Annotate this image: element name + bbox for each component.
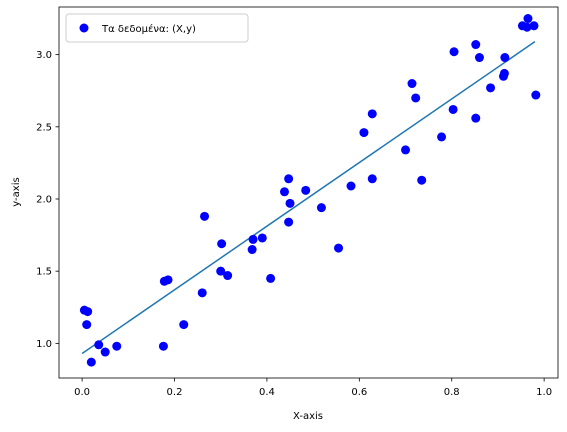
data-point — [401, 145, 411, 155]
data-point — [86, 357, 96, 367]
x-ticks: 0.0 0.2 0.4 0.6 0.8 1.0 — [74, 378, 552, 398]
data-point — [284, 174, 294, 184]
data-point — [529, 21, 539, 31]
y-tick-label: 2.0 — [36, 194, 52, 205]
data-point — [94, 340, 104, 350]
legend-marker — [79, 23, 89, 33]
y-tick-label: 3.0 — [36, 50, 52, 61]
data-point — [301, 185, 311, 195]
x-axis-label: X-axis — [293, 411, 323, 422]
data-point — [471, 40, 481, 50]
data-point — [471, 113, 481, 123]
data-point — [285, 198, 295, 208]
data-point — [266, 273, 276, 283]
data-point — [82, 320, 92, 330]
data-point — [223, 271, 233, 281]
y-axis-label: y-axis — [11, 177, 22, 206]
data-point — [417, 175, 427, 185]
data-point — [284, 217, 294, 227]
data-point — [499, 68, 509, 78]
y-tick-label: 1.5 — [36, 267, 52, 278]
data-point — [112, 341, 122, 351]
data-point — [411, 93, 421, 103]
data-point — [279, 187, 289, 197]
data-point — [346, 181, 356, 191]
data-point — [367, 174, 377, 184]
data-point — [486, 83, 496, 93]
legend: Τα δεδομένα: (X,y) — [65, 13, 249, 43]
data-point — [531, 90, 541, 100]
y-ticks: 1.0 1.5 2.0 2.5 3.0 — [36, 50, 59, 350]
data-point — [500, 53, 510, 63]
x-tick-label: 1.0 — [536, 387, 552, 398]
x-tick-label: 0.6 — [351, 387, 367, 398]
data-point — [158, 341, 168, 351]
y-tick-label: 1.0 — [36, 339, 52, 350]
x-tick-label: 0.8 — [444, 387, 460, 398]
legend-label: Τα δεδομένα: (X,y) — [101, 23, 196, 35]
data-point — [200, 211, 210, 221]
data-point — [217, 239, 227, 249]
data-point — [197, 288, 207, 298]
data-point — [448, 104, 458, 114]
data-point — [367, 109, 377, 119]
fit-line — [81, 41, 536, 355]
data-point — [523, 14, 533, 24]
data-point — [522, 22, 532, 32]
data-point — [247, 245, 257, 255]
plot-frame — [58, 6, 559, 379]
data-point — [163, 275, 173, 285]
data-point — [449, 47, 459, 57]
x-tick-label: 0.2 — [167, 387, 183, 398]
data-point — [316, 203, 326, 213]
x-tick-label: 0.0 — [74, 387, 90, 398]
data-point — [359, 128, 369, 138]
data-point — [474, 53, 484, 63]
data-point — [248, 234, 258, 244]
x-tick-label: 0.4 — [259, 387, 275, 398]
fit-line-layer — [81, 41, 536, 355]
data-point — [407, 79, 417, 89]
data-point — [216, 266, 226, 276]
data-point — [83, 307, 93, 317]
data-point — [179, 320, 189, 330]
legend-box — [65, 13, 249, 43]
data-point — [100, 347, 110, 357]
data-point — [257, 233, 267, 243]
data-points-layer — [79, 14, 541, 367]
data-point — [334, 243, 344, 253]
data-point — [437, 132, 447, 142]
y-tick-label: 2.5 — [36, 122, 52, 133]
